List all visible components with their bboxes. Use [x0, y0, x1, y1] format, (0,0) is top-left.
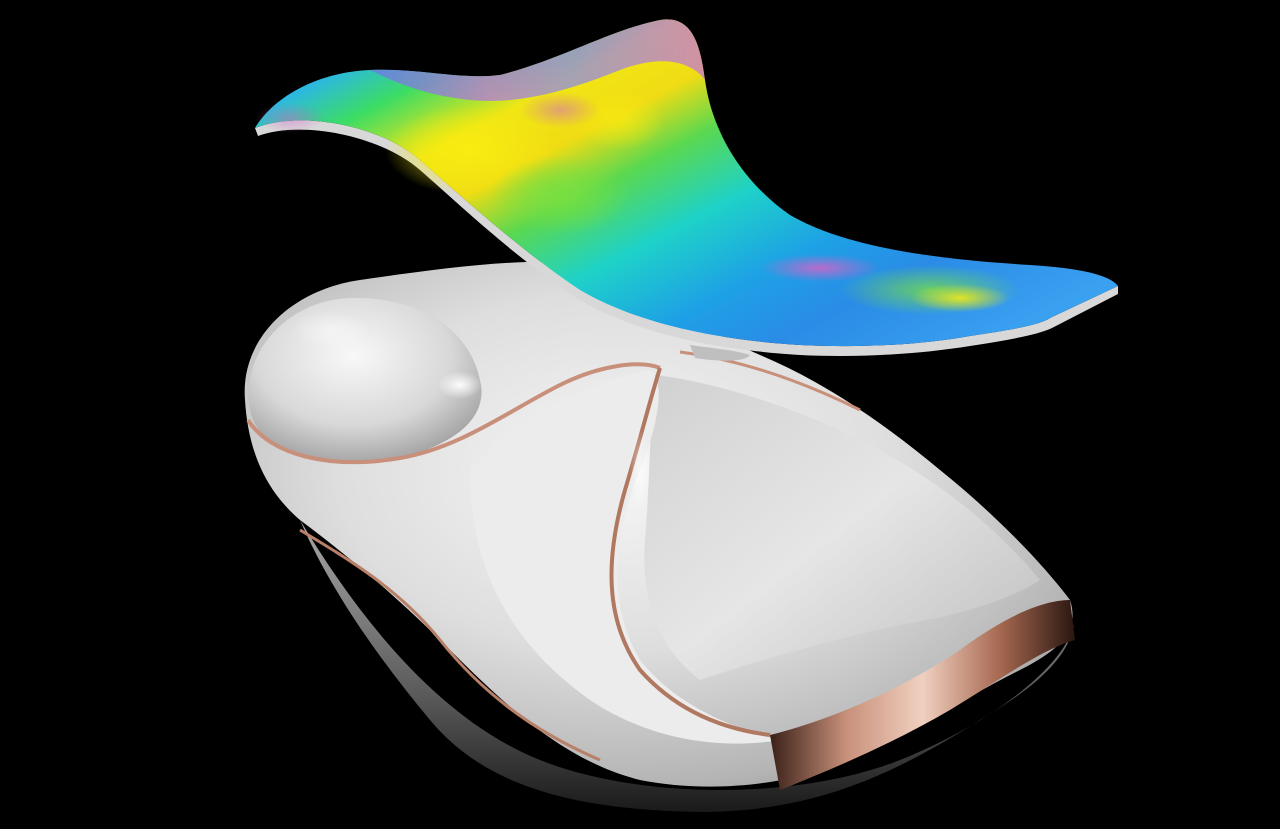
copper-trim-right-edge: [770, 600, 1075, 790]
analysis-surface: [255, 19, 1118, 356]
sheet-top-fringe: [370, 19, 705, 101]
sculpture-highlight-left: [438, 371, 482, 399]
sheet-surface: [255, 19, 1118, 347]
sheet-green-region: [490, 155, 630, 235]
sheet-magenta-region: [760, 254, 880, 282]
sculpture-highlight-lobe: [290, 310, 370, 350]
copper-trim-upper: [246, 362, 661, 465]
sheet-magenta-region-2: [520, 92, 600, 128]
white-sculpture: [244, 261, 1075, 812]
copper-trim-ridge: [609, 367, 771, 737]
sculpture-cavity: [644, 375, 1040, 680]
copper-trim-lower: [299, 528, 601, 762]
sculpture-highlight-ridge: [630, 430, 650, 510]
support-stem: [690, 345, 750, 361]
sheet-left-fringe: [255, 103, 325, 133]
sculpture-underside: [300, 520, 1075, 812]
sheet-yellow-region-3: [910, 284, 1010, 312]
sheet-edge: [255, 120, 1118, 356]
sculpture-ridge: [470, 370, 780, 744]
